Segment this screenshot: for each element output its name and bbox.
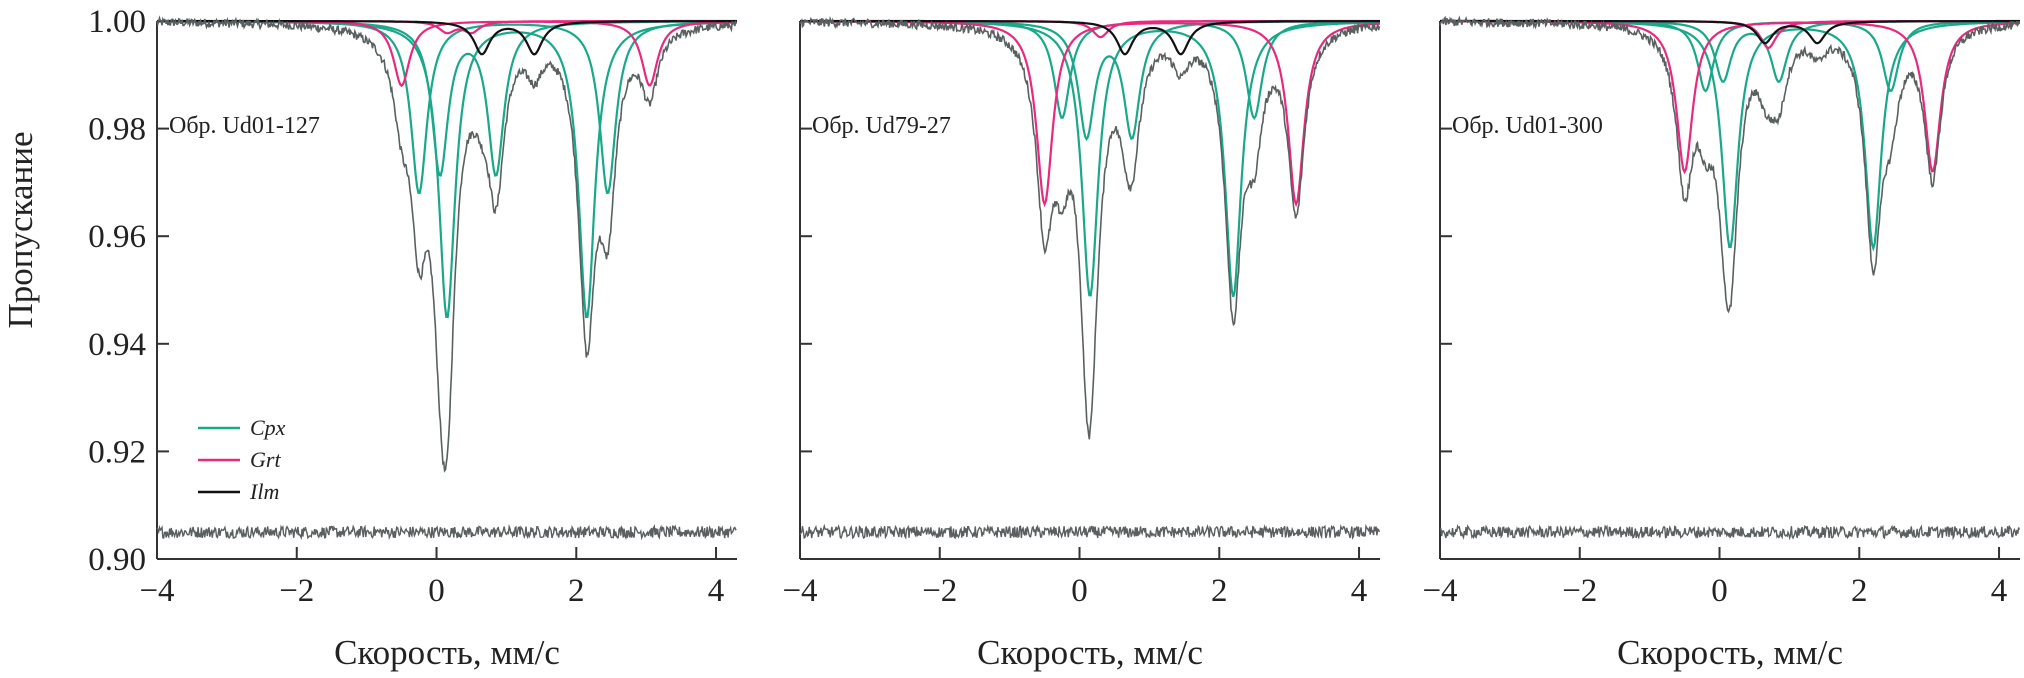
y-tick-label: 0.96 [88,219,146,255]
panel-1: −4 −2 0 2 4 Скорость, мм/с Обр. Ud01-127 [139,15,738,672]
y-axis-title: Пропускание [1,131,40,328]
x-tick-label: 4 [1991,573,2008,609]
plot-panels: −4 −2 0 2 4 Скорость, мм/с Обр. Ud01-127 −4 −2 0 2… [139,15,2021,672]
cpx-component-1 [800,20,1381,297]
x-tick-label: −4 [782,573,817,609]
legend-label-grt: Grt [250,447,281,472]
x-axis-title: Скорость, мм/с [334,633,560,672]
x-tick-label: −4 [1422,573,1457,609]
x-tick-label: 2 [568,573,585,609]
y-tick-label: 0.90 [88,542,146,578]
legend-label-ilm: Ilm [249,479,279,504]
grt-component-1 [1440,20,2021,175]
legend: Cpx Grt Ilm [198,415,286,504]
y-tick-label: 1.00 [88,4,146,40]
cpx-component-1 [157,20,737,319]
residual-curve [799,523,1381,540]
y-tick-labels: 0.90 0.92 0.94 0.96 0.98 1.00 [88,4,146,578]
cpx-component-2 [1440,20,2020,93]
x-tick-label: 0 [1071,573,1088,609]
ilm-component-1 [1440,19,2020,45]
experimental-spectrum [156,15,737,473]
x-tick-label: −2 [1562,573,1597,609]
ilm-component-1 [157,20,737,56]
y-tick-label: 0.92 [88,434,146,470]
x-axis-title: Скорость, мм/с [977,633,1203,672]
x-tick-label: −2 [279,573,314,609]
x-tick-label: −2 [922,573,957,609]
panel-2: −4 −2 0 2 4 Скорость, мм/с Обр. Ud79-27 [782,16,1381,672]
cpx-component-3 [157,20,737,177]
x-tick-label: 0 [428,573,445,609]
y-tick-label: 0.94 [88,327,146,363]
cpx-component-2 [157,20,738,194]
sample-label: Обр. Ud01-300 [1452,113,1603,139]
x-tick-label: 2 [1211,573,1228,609]
panel-3: −4 −2 0 2 4 Скорость, мм/с Обр. Ud01-300 [1422,15,2021,672]
x-axis-title: Скорость, мм/с [1617,633,1843,672]
x-tick-label: 4 [1351,573,1368,609]
experimental-spectrum [799,16,1381,440]
x-tick-label: −4 [139,573,174,609]
sample-label: Обр. Ud01-127 [169,113,320,139]
y-tick-label: 0.98 [88,112,146,148]
legend-label-cpx: Cpx [250,415,286,440]
residual-curve [156,523,737,541]
ilm-component-1 [800,20,1380,56]
cpx-component-2 [800,20,1380,120]
residual-curve [1440,523,2021,541]
sample-label: Обр. Ud79-27 [812,113,951,139]
x-tick-label: 0 [1711,573,1728,609]
x-tick-label: 2 [1851,573,1868,609]
x-tick-label: 4 [708,573,725,609]
experimental-spectrum [1439,15,2021,314]
